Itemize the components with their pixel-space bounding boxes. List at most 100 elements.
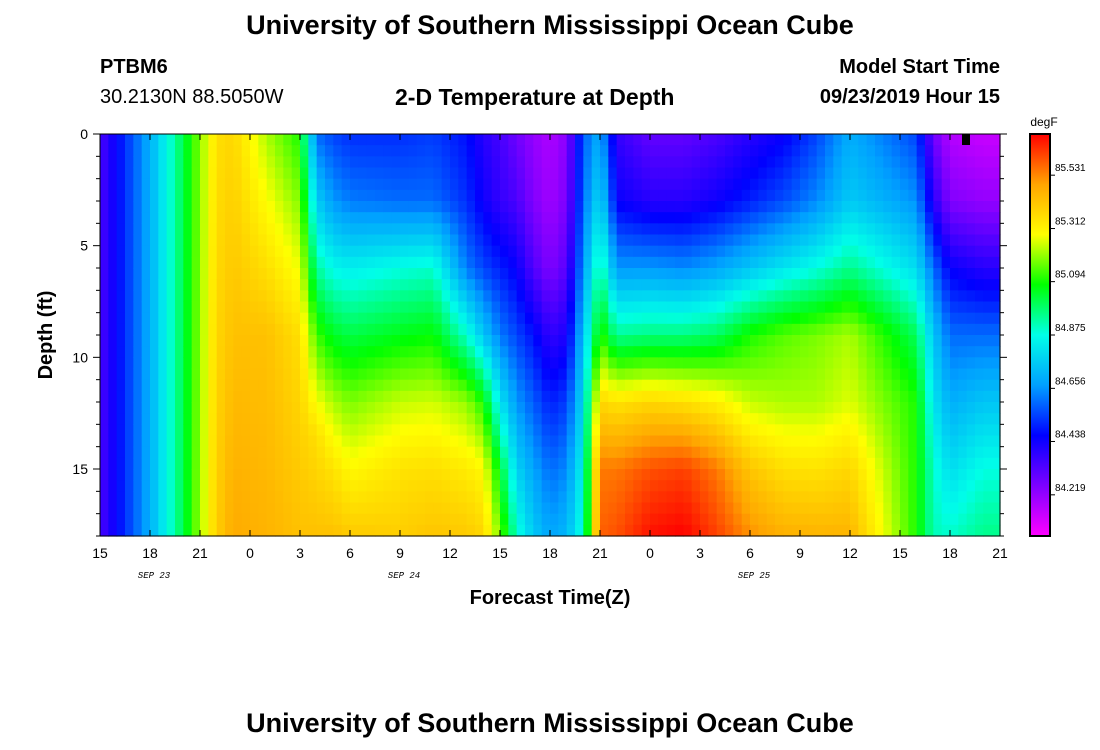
heatmap-cell	[216, 469, 226, 481]
heatmap-cell	[491, 491, 501, 504]
heatmap-cell	[341, 491, 351, 504]
heatmap-cell	[516, 357, 526, 370]
heatmap-cell	[266, 178, 276, 191]
heatmap-cell	[850, 167, 859, 180]
heatmap-cell	[850, 178, 859, 191]
heatmap-cell	[433, 524, 443, 537]
heatmap-cell	[891, 491, 901, 504]
heatmap-cell	[250, 402, 259, 414]
heatmap-cell	[916, 424, 926, 437]
heatmap-cell	[133, 145, 143, 157]
heatmap-cell	[216, 134, 226, 146]
heatmap-cell	[216, 413, 226, 425]
heatmap-cell	[158, 446, 168, 459]
heatmap-cell	[525, 167, 534, 180]
heatmap-cell	[825, 390, 834, 403]
heatmap-cell	[625, 390, 634, 403]
heatmap-cell	[875, 189, 884, 202]
heatmap-cell	[933, 189, 943, 202]
heatmap-cell	[108, 413, 118, 425]
heatmap-cell	[950, 390, 959, 403]
heatmap-cell	[200, 402, 209, 414]
heatmap-cell	[750, 167, 759, 180]
heatmap-cell	[900, 290, 909, 303]
heatmap-cell	[308, 357, 318, 370]
heatmap-cell	[941, 201, 951, 213]
heatmap-cell	[391, 335, 401, 347]
heatmap-cell	[275, 491, 284, 504]
heatmap-cell	[108, 346, 118, 358]
heatmap-cell	[808, 223, 818, 236]
heatmap-cell	[250, 446, 259, 459]
heatmap-cell	[716, 156, 726, 169]
heatmap-cell	[400, 424, 409, 437]
heatmap-cell	[775, 435, 784, 448]
heatmap-cell	[616, 524, 626, 537]
heatmap-cell	[725, 524, 734, 537]
heatmap-cell	[391, 189, 401, 202]
heatmap-cell	[483, 279, 493, 291]
heatmap-cell	[791, 368, 801, 381]
heatmap-cell	[275, 312, 284, 325]
heatmap-cell	[866, 245, 876, 258]
heatmap-cell	[283, 335, 293, 347]
heatmap-cell	[241, 189, 251, 202]
heatmap-cell	[316, 524, 326, 537]
heatmap-cell	[366, 268, 376, 280]
heatmap-cell	[125, 424, 134, 437]
heatmap-cell	[250, 223, 259, 236]
heatmap-cell	[683, 256, 693, 269]
heatmap-cell	[100, 268, 109, 280]
heatmap-cell	[775, 446, 784, 459]
heatmap-cell	[125, 256, 134, 269]
heatmap-cell	[566, 212, 576, 224]
heatmap-cell	[125, 502, 134, 515]
heatmap-cell	[950, 189, 959, 202]
heatmap-cell	[625, 301, 634, 314]
heatmap-cell	[975, 357, 984, 370]
heatmap-cell	[841, 524, 851, 537]
heatmap-cell	[883, 301, 893, 314]
heatmap-cell	[833, 312, 843, 325]
heatmap-cell	[116, 134, 126, 146]
heatmap-cell	[433, 201, 443, 213]
heatmap-cell	[250, 457, 259, 470]
heatmap-cell	[800, 156, 809, 169]
heatmap-cell	[925, 323, 934, 336]
heatmap-cell	[875, 357, 884, 370]
heatmap-cell	[566, 502, 576, 515]
heatmap-cell	[325, 145, 334, 157]
heatmap-cell	[383, 234, 393, 247]
heatmap-cell	[241, 279, 251, 291]
heatmap-cell	[608, 502, 618, 515]
heatmap-cell	[275, 301, 284, 314]
heatmap-cell	[741, 413, 751, 425]
heatmap-cell	[708, 390, 718, 403]
heatmap-cell	[208, 491, 218, 504]
heatmap-cell	[341, 167, 351, 180]
heatmap-cell	[333, 223, 343, 236]
heatmap-cell	[108, 201, 118, 213]
heatmap-cell	[841, 357, 851, 370]
heatmap-cell	[258, 134, 268, 146]
heatmap-cell	[616, 301, 626, 314]
heatmap-cell	[233, 379, 243, 392]
heatmap-cell	[900, 469, 909, 481]
heatmap-cell	[750, 346, 759, 358]
heatmap-cell	[891, 234, 901, 247]
heatmap-cell	[550, 346, 559, 358]
heatmap-cell	[183, 379, 193, 392]
heatmap-cell	[341, 335, 351, 347]
heatmap-cell	[308, 402, 318, 414]
heatmap-cell	[416, 301, 426, 314]
heatmap-cell	[225, 178, 234, 191]
heatmap-cell	[708, 145, 718, 157]
heatmap-cell	[433, 480, 443, 492]
heatmap-cell	[808, 413, 818, 425]
heatmap-cell	[150, 524, 159, 537]
colorbar-tick-label: 85.531	[1055, 163, 1086, 174]
heatmap-cell	[408, 402, 418, 414]
heatmap-cell	[641, 424, 651, 437]
heatmap-cell	[816, 513, 826, 526]
heatmap-cell	[566, 469, 576, 481]
